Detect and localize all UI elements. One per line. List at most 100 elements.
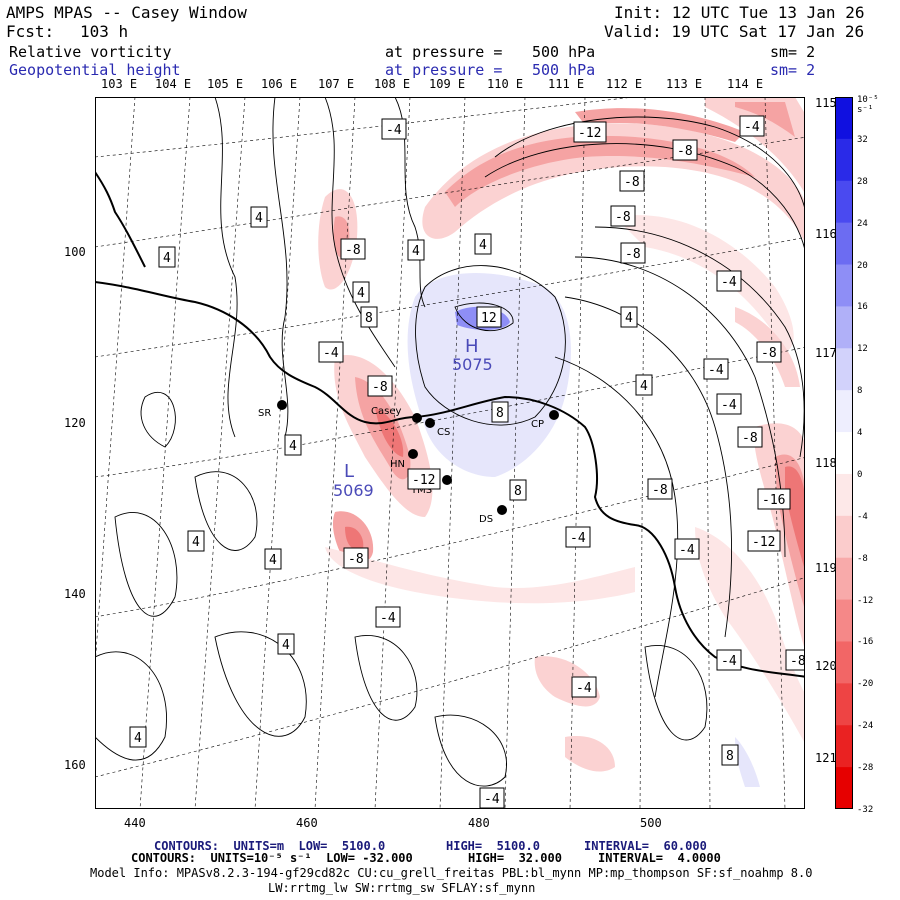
colorbar-level-label: 0 xyxy=(857,469,863,480)
contour-label-box xyxy=(647,478,673,500)
lon-label: 103 E xyxy=(101,77,138,91)
contour-label: -4 xyxy=(386,123,402,138)
station-marker-ds xyxy=(497,505,507,515)
contour-label: -16 xyxy=(762,493,785,508)
contour-label-box xyxy=(737,426,763,448)
contour-label-box xyxy=(739,115,765,137)
x-tick: 480 xyxy=(468,816,490,830)
contour-label-box xyxy=(747,530,781,552)
contour-label-box xyxy=(573,121,607,143)
contour-label-box xyxy=(277,633,295,655)
contour-label: -8 xyxy=(624,175,640,190)
contour-label-box xyxy=(716,393,742,415)
colorbar-level-label: -12 xyxy=(857,595,874,606)
colorbar-level-label: -32 xyxy=(857,805,874,815)
contour-label: -8 xyxy=(652,483,668,498)
high-center-value: 5075 xyxy=(452,355,493,374)
contour-label: 4 xyxy=(357,286,365,301)
contour-label-box xyxy=(565,526,591,548)
contour-label-box xyxy=(619,170,645,192)
coastline-north xyxy=(95,171,146,268)
contour-label: 8 xyxy=(365,311,373,326)
colorbar-swatch xyxy=(835,306,853,349)
station-markers xyxy=(277,400,559,515)
station-label: SR xyxy=(258,408,271,419)
colorbar-swatch xyxy=(835,432,853,475)
contour-label-box xyxy=(187,530,205,552)
map-panel: SR Casey CS HN YMS DS CP H 5075 L 5069 -… xyxy=(95,97,805,809)
model-info: Model Info: MPASv8.2.3-194-gf29cd82c CU:… xyxy=(90,866,813,880)
contour-label: -4 xyxy=(708,363,724,378)
field-1-level: 500 hPa xyxy=(532,43,596,61)
colorbar-swatch xyxy=(835,264,853,307)
colorbar xyxy=(835,97,853,809)
contour-label-box xyxy=(318,341,344,363)
contours-height-b: HIGH= 5100.0 xyxy=(446,839,540,853)
contour-label: -4 xyxy=(570,531,586,546)
contour-label: -4 xyxy=(323,346,339,361)
contour-label: 4 xyxy=(625,311,633,326)
lon-label: 110 E xyxy=(487,77,524,91)
colorbar-level-label: 8 xyxy=(857,386,863,397)
colorbar-level-label: -24 xyxy=(857,721,874,732)
contour-label: 4 xyxy=(640,379,648,394)
contour-label: -4 xyxy=(679,543,695,558)
station-marker-hn xyxy=(408,449,418,459)
contour-label-box xyxy=(716,649,742,671)
contour-label-box xyxy=(474,233,492,255)
station-label: DS xyxy=(479,514,493,525)
contour-label: -4 xyxy=(744,120,760,135)
contour-label: -8 xyxy=(372,380,388,395)
contour-label-box xyxy=(620,242,646,264)
x-tick: 440 xyxy=(124,816,146,830)
colorbar-units: 10⁻⁵ s⁻¹ xyxy=(857,95,879,115)
station-label: CS xyxy=(437,427,450,438)
lon-label: 114 E xyxy=(727,77,764,91)
contour-label-box xyxy=(635,374,653,396)
contour-label-box xyxy=(284,434,302,456)
contour-label: -4 xyxy=(721,275,737,290)
contour-label: -4 xyxy=(721,654,737,669)
field-2-level-label: at pressure = xyxy=(385,61,503,79)
contour-label: -4 xyxy=(721,398,737,413)
lon-label: 107 E xyxy=(318,77,355,91)
y-tick: 120 xyxy=(64,416,86,430)
model-info-2: LW:rrtmg_lw SW:rrtmg_sw SFLAY:sf_mynn xyxy=(268,881,536,895)
contour-label: 4 xyxy=(134,731,142,746)
contour-label: -8 xyxy=(677,144,693,159)
colorbar-level-label: 16 xyxy=(857,302,868,313)
lon-label: 111 E xyxy=(548,77,585,91)
colorbar-swatch xyxy=(835,599,853,642)
colorbar-level-label: 28 xyxy=(857,176,868,187)
contour-label-box xyxy=(674,538,700,560)
colorbar-level-label: -28 xyxy=(857,763,874,774)
forecast-label: Fcst: xyxy=(6,22,55,41)
contour-label: 4 xyxy=(163,251,171,266)
contours-height-c: INTERVAL= 60.000 xyxy=(584,839,707,853)
x-tick: 500 xyxy=(640,816,662,830)
field-2-smooth: sm= 2 xyxy=(770,61,816,79)
contour-label-box xyxy=(571,676,597,698)
colorbar-level-label: 24 xyxy=(857,218,868,229)
colorbar-level-label: 4 xyxy=(857,428,863,439)
colorbar-level-label: 20 xyxy=(857,260,868,271)
field-2-level: 500 hPa xyxy=(532,61,596,79)
contour-label: -4 xyxy=(484,792,500,807)
forecast-hour: 103 h xyxy=(80,22,129,41)
contour-label-box xyxy=(407,468,441,490)
field-1-name: Relative vorticity xyxy=(9,43,172,61)
contour-label: -8 xyxy=(625,247,641,262)
colorbar-swatch xyxy=(835,557,853,601)
station-label: CP xyxy=(531,419,544,430)
contour-label-box xyxy=(756,341,782,363)
contour-label-box xyxy=(158,246,176,268)
init-time: Init: 12 UTC Tue 13 Jan 26 xyxy=(614,3,865,22)
low-center-value: 5069 xyxy=(333,481,374,500)
colorbar-swatch xyxy=(835,515,853,559)
contour-label-box xyxy=(381,118,407,140)
contour-label: 4 xyxy=(289,439,297,454)
contour-label: 4 xyxy=(412,244,420,259)
contours-vort-b: HIGH= 32.000 xyxy=(468,851,562,865)
contour-label-box xyxy=(352,281,370,303)
y-tick: 160 xyxy=(64,758,86,772)
